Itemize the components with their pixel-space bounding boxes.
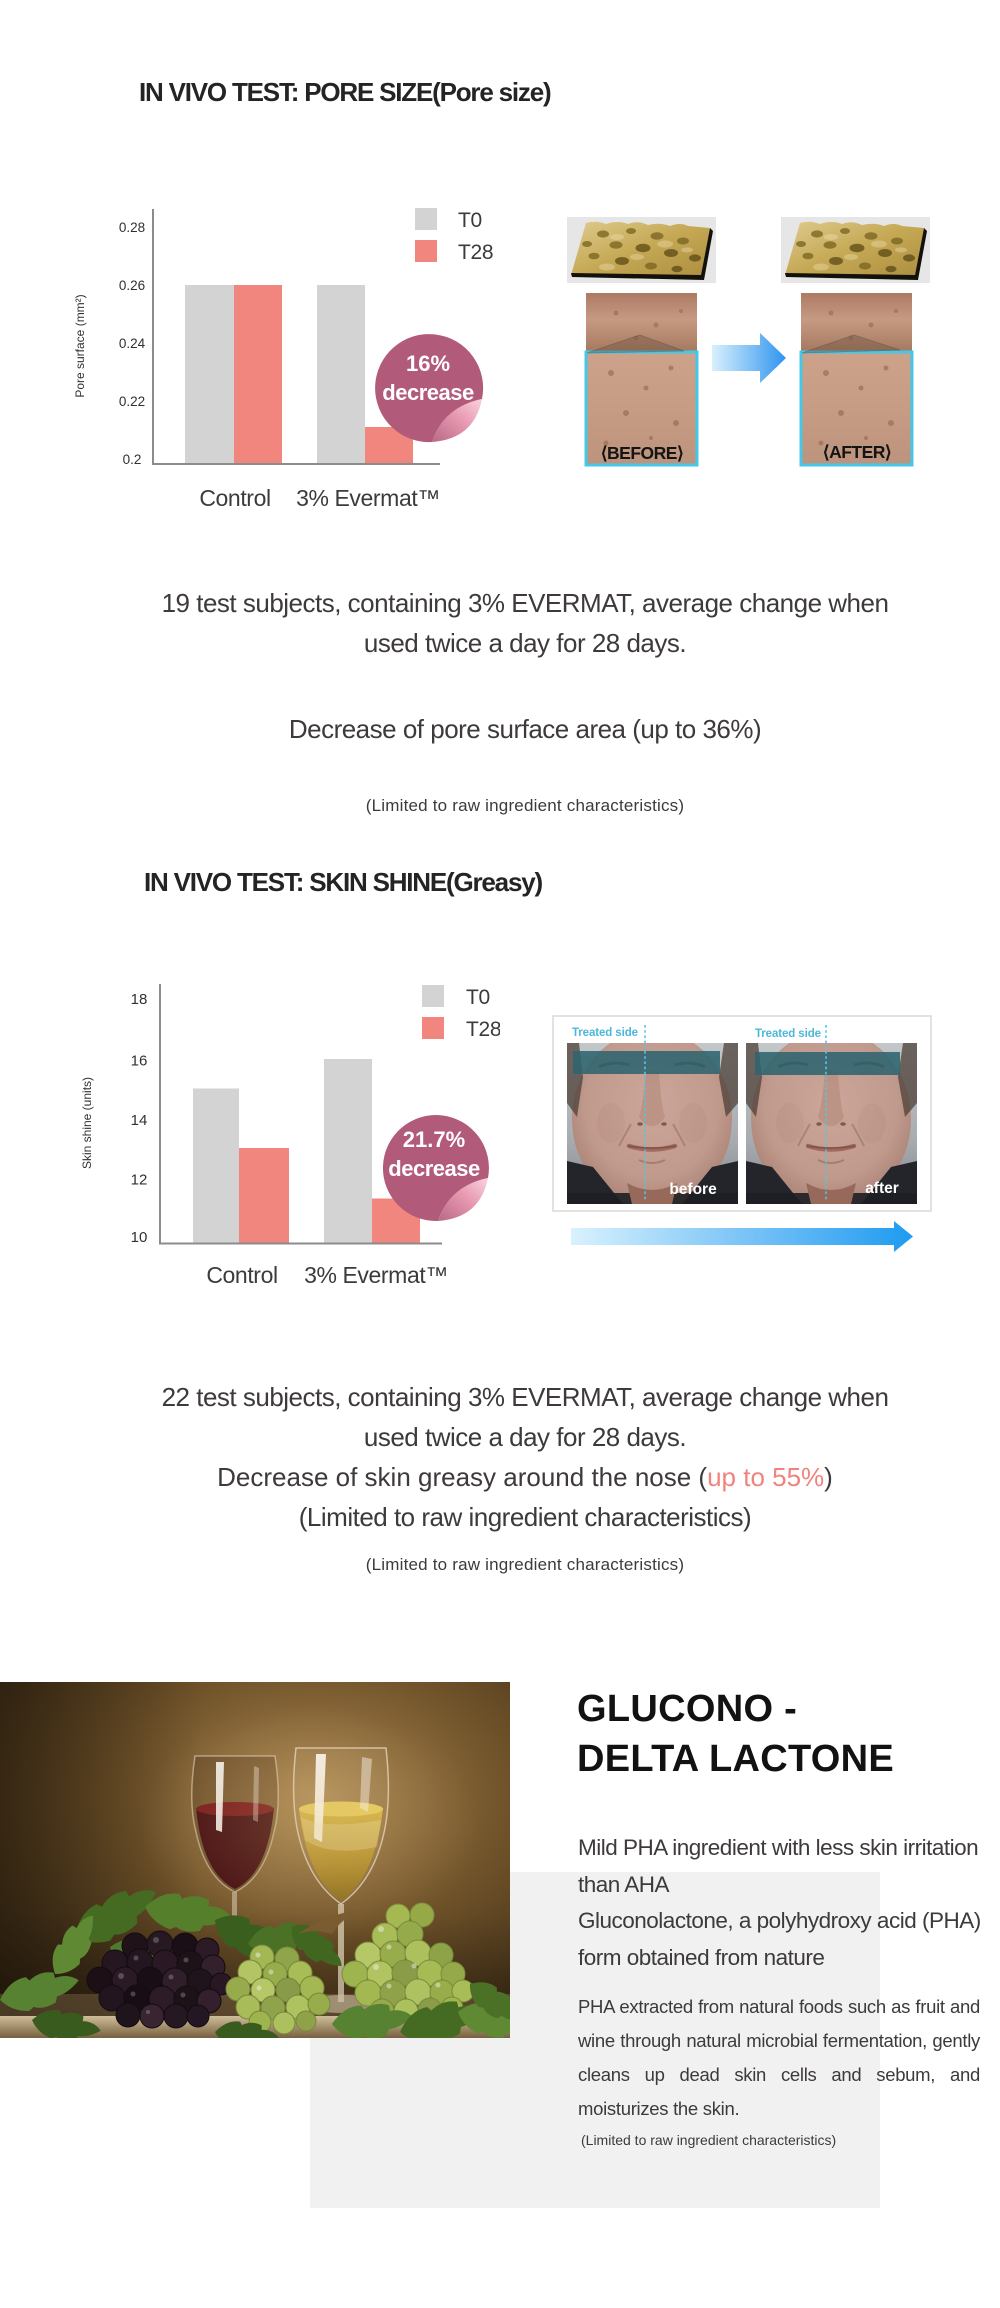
svg-text:decrease: decrease: [388, 1156, 480, 1181]
svg-text:Skin shine (units): Skin shine (units): [80, 1077, 94, 1169]
svg-text:after: after: [865, 1180, 899, 1197]
svg-text:T28: T28: [466, 1018, 500, 1041]
svg-text:0.22: 0.22: [119, 394, 145, 409]
svg-text:T0: T0: [466, 986, 490, 1009]
svg-text:0.28: 0.28: [119, 220, 145, 235]
svg-text:3% Evermat™: 3% Evermat™: [304, 1262, 448, 1288]
svg-text:21.7%: 21.7%: [403, 1127, 465, 1152]
svg-text:T0: T0: [458, 209, 482, 232]
svg-text:16%: 16%: [406, 351, 450, 376]
svg-text:Control: Control: [199, 485, 270, 511]
svg-text:14: 14: [131, 1112, 148, 1129]
svg-text:⟨AFTER⟩: ⟨AFTER⟩: [823, 442, 891, 462]
svg-text:decrease: decrease: [382, 380, 474, 405]
svg-text:Control: Control: [206, 1262, 277, 1288]
svg-text:0.24: 0.24: [119, 336, 146, 351]
svg-text:Treated side: Treated side: [755, 1028, 821, 1040]
svg-text:T28: T28: [458, 241, 493, 264]
svg-text:3% Evermat™: 3% Evermat™: [296, 485, 440, 511]
svg-text:Pore surface (mm²): Pore surface (mm²): [73, 294, 87, 397]
svg-text:0.26: 0.26: [119, 278, 145, 293]
svg-text:before: before: [669, 1181, 717, 1198]
svg-text:12: 12: [131, 1172, 148, 1189]
svg-text:10: 10: [131, 1229, 148, 1246]
svg-text:Treated side: Treated side: [572, 1027, 638, 1039]
svg-text:⟨BEFORE⟩: ⟨BEFORE⟩: [601, 443, 684, 463]
svg-text:18: 18: [131, 991, 148, 1008]
svg-text:0.2: 0.2: [123, 452, 142, 467]
svg-text:16: 16: [131, 1053, 148, 1070]
